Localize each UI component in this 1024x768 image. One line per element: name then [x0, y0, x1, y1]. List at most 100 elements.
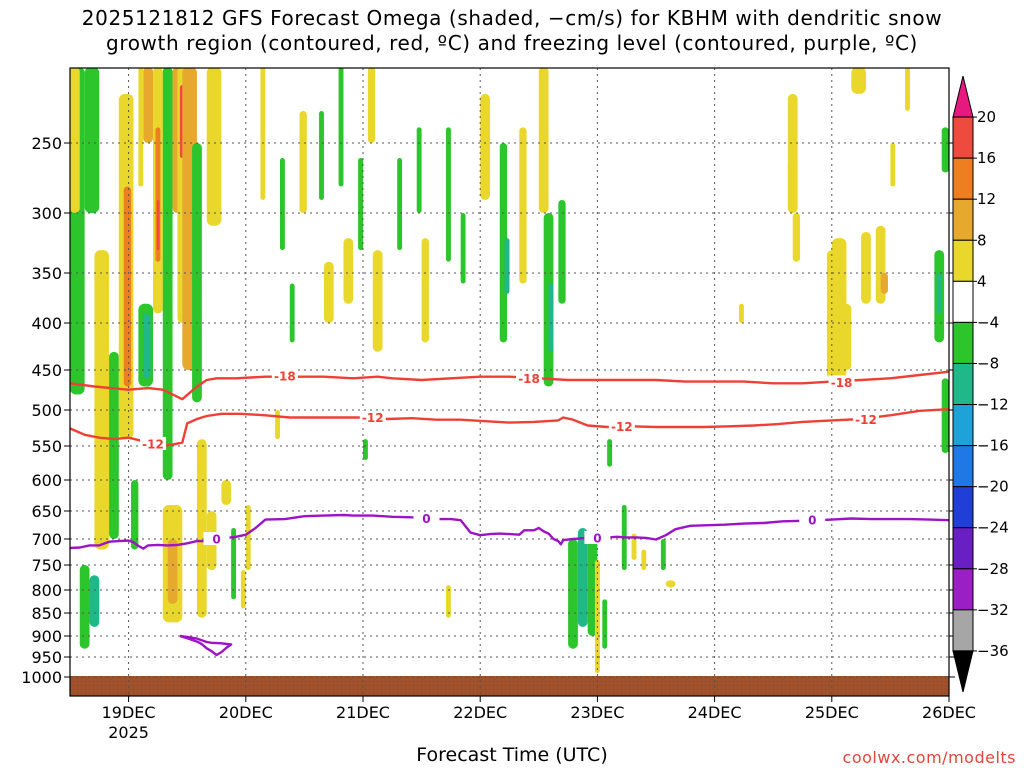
y-tick-label: 300	[31, 204, 62, 223]
y-tick-label: 600	[31, 471, 62, 490]
colorbar-label: 8	[977, 231, 987, 249]
x-tick-label: 26DEC	[922, 703, 976, 722]
colorbar-label: −28	[977, 560, 1009, 578]
colorbar-segment	[952, 116, 974, 159]
chart-title-line-1: 2025121812 GFS Forecast Omega (shaded, −…	[81, 6, 943, 30]
colorbar-label: −12	[977, 396, 1009, 414]
omega-cell	[343, 238, 354, 304]
omega-cell	[162, 68, 173, 480]
y-tick-label: 800	[31, 581, 62, 600]
x-tick-label: 22DEC	[453, 703, 507, 722]
x-tick-label: 21DEC	[336, 703, 390, 722]
omega-cell	[299, 110, 307, 213]
omega-cell	[89, 575, 100, 627]
chart-title-line-2: growth region (contoured, red, ºC) and f…	[106, 31, 918, 55]
omega-cell	[607, 439, 613, 467]
contour-label: 0	[593, 531, 601, 545]
omega-cell	[156, 199, 160, 251]
omega-cell	[260, 68, 266, 200]
contour-label-bg	[359, 410, 386, 424]
omega-cell	[279, 158, 285, 251]
contour-line	[70, 408, 949, 448]
colorbar-segment	[952, 362, 974, 406]
contour-label: 0	[422, 512, 430, 526]
colorbar-label: 12	[977, 190, 996, 208]
chart-title: 2025121812 GFS Forecast Omega (shaded, −…	[0, 6, 1024, 56]
omega-cell	[861, 231, 871, 304]
contour-label-bg	[584, 530, 611, 544]
credit-link[interactable]: coolwx.com/modelts	[842, 748, 1016, 767]
y-tick-label: 550	[31, 437, 62, 456]
colorbar-label: 16	[977, 149, 996, 167]
omega-cell	[660, 539, 666, 571]
omega-cell	[519, 127, 527, 284]
colorbar: 20 16 12 8 4 −4 −8 −12 −16 −20 −24 −28 −32 −36	[952, 75, 1009, 693]
contour-label-bg	[140, 436, 167, 450]
omega-cell	[79, 565, 90, 649]
y-tick-label: 900	[31, 627, 62, 646]
x-tick-year-label: 2025	[108, 723, 149, 742]
contour-label: -18	[518, 372, 540, 386]
contour-label-bg	[852, 412, 879, 426]
omega-cell	[358, 158, 363, 251]
omega-cell	[548, 283, 554, 352]
contour-labels: -18 -18 -18 -12 -12 -12 -12 0 0 0 0	[140, 368, 879, 547]
x-axis-label: Forecast Time (UTC)	[416, 744, 608, 766]
y-tick-label: 950	[31, 648, 62, 667]
colorbar-segment	[952, 280, 974, 323]
colorbar-label: 20	[977, 108, 996, 126]
omega-cell	[936, 273, 942, 314]
omega-cell	[905, 68, 910, 111]
omega-cell	[123, 186, 132, 387]
omega-cell	[594, 559, 600, 674]
colorbar-segment	[952, 609, 974, 652]
colorbar-segment	[952, 445, 974, 488]
pressure-axis: 250 300 350 400 450 500 550 600 650 700 750 800 850 9…	[21, 134, 955, 687]
colorbar-label: −8	[977, 354, 999, 372]
omega-cell	[416, 127, 422, 213]
contour-label: -18	[274, 369, 296, 383]
contour-label-bg	[799, 513, 826, 527]
omega-cell	[787, 158, 798, 213]
omega-cell	[665, 580, 676, 588]
omega-cell	[890, 143, 896, 187]
omega-cell	[602, 599, 608, 649]
colorbar-label: −32	[977, 601, 1009, 619]
x-tick-label: 23DEC	[570, 703, 624, 722]
omega-cell	[446, 585, 451, 618]
contour-label-bg	[516, 371, 543, 385]
colorbar-label: −20	[977, 478, 1009, 496]
omega-cell	[196, 439, 207, 618]
y-tick-label: 500	[31, 401, 62, 420]
colorbar-segment	[952, 321, 974, 364]
omega-cell	[70, 68, 80, 213]
contour-label-bg	[828, 375, 855, 389]
colorbar-label: −4	[977, 313, 999, 331]
x-tick-label: 25DEC	[805, 703, 859, 722]
contour-line	[179, 634, 233, 657]
y-tick-label: 400	[31, 314, 62, 333]
colorbar-segment	[952, 157, 974, 200]
omega-cell	[372, 250, 383, 352]
colorbar-segment	[952, 198, 974, 241]
omega-cell	[109, 351, 119, 539]
y-tick-label: 350	[31, 264, 62, 283]
contour-label-bg	[203, 532, 230, 545]
omega-cell	[94, 250, 110, 550]
omega-cell	[480, 93, 490, 200]
omega-cell	[538, 68, 549, 213]
omega-cell	[319, 110, 324, 200]
omega-cell	[421, 238, 429, 343]
y-tick-label: 850	[31, 604, 62, 623]
omega-cell	[231, 528, 237, 600]
omega-cell	[851, 68, 866, 94]
omega-cell	[143, 313, 151, 379]
omega-cell	[941, 378, 949, 454]
omega-cell	[397, 158, 403, 251]
omega-cell	[577, 528, 588, 627]
colorbar-label: −36	[977, 642, 1009, 660]
omega-cell	[240, 570, 246, 609]
omega-cell	[289, 283, 295, 343]
